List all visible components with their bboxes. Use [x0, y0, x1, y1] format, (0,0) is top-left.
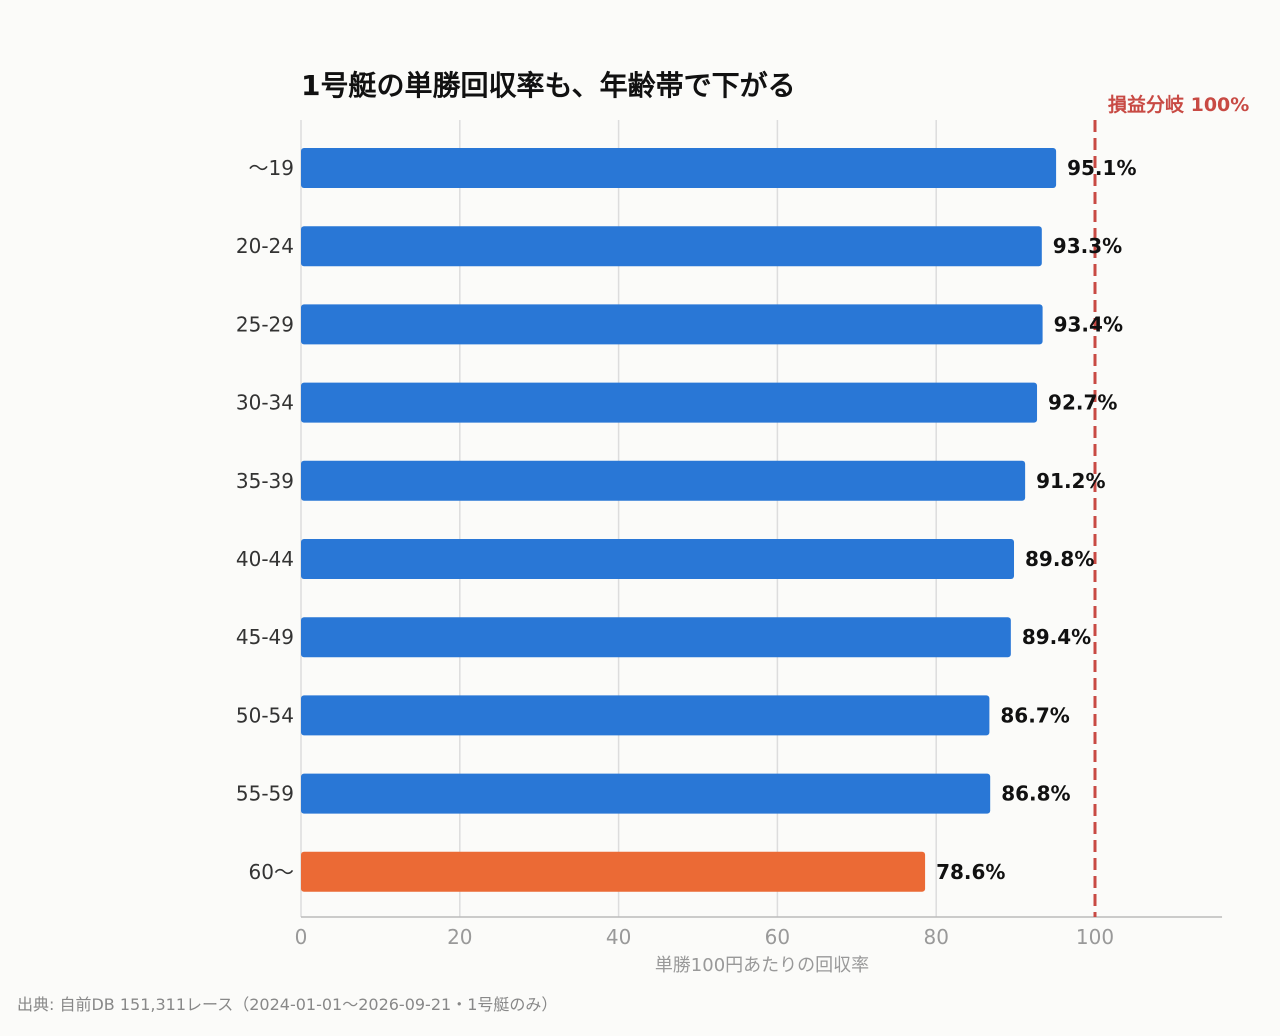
bar [301, 695, 990, 736]
bar [301, 773, 991, 814]
value-label: 89.4% [1022, 625, 1091, 649]
x-tick-label: 60 [765, 925, 790, 949]
category-label: 45-49 [236, 625, 294, 649]
bar [301, 460, 1026, 501]
bar [301, 539, 1015, 579]
category-label: 25-29 [236, 312, 294, 336]
bars [301, 148, 1057, 892]
x-tick-label: 40 [606, 925, 631, 949]
category-label: 〜19 [249, 156, 294, 180]
x-tick-label: 0 [295, 925, 308, 949]
bar [301, 617, 1011, 658]
x-tick-label: 20 [447, 925, 472, 949]
x-tick-label: 100 [1076, 925, 1114, 949]
category-label: 55-59 [236, 782, 294, 806]
value-labels: 95.1% 93.3% 93.4% 92.7% 91.2% 89.8% 89.4% 86.7%… [936, 156, 1136, 884]
reference-line-group: 損益分岐 100% [1093, 93, 1249, 917]
value-label: 86.7% [1000, 703, 1069, 727]
reference-line-label: 損益分岐 100% [1108, 93, 1249, 116]
x-tick-labels: 0 20 40 60 80 100 [295, 925, 1114, 949]
source-note: 出典: 自前DB 151,311レース（2024-01-01〜2026-09-2… [17, 995, 557, 1014]
value-label: 93.4% [1054, 312, 1123, 336]
bar [301, 304, 1043, 345]
category-label: 30-34 [236, 391, 294, 415]
category-label: 60〜 [249, 860, 294, 884]
bar [301, 382, 1038, 423]
category-label: 40-44 [236, 547, 294, 571]
bar [301, 148, 1057, 188]
category-label: 50-54 [236, 703, 294, 727]
category-labels: 〜19 20-24 25-29 30-34 35-39 40-44 45-49 50-54 55… [236, 156, 294, 884]
value-label: 89.8% [1025, 547, 1094, 571]
value-label: 91.2% [1036, 469, 1105, 493]
value-label: 93.3% [1053, 234, 1122, 258]
value-label: 86.8% [1001, 782, 1070, 806]
value-label: 78.6% [936, 860, 1005, 884]
x-tick-label: 80 [923, 925, 948, 949]
value-label: 92.7% [1048, 391, 1117, 415]
value-label: 95.1% [1067, 156, 1136, 180]
chart-title: 1号艇の単勝回収率も、年齢帯で下がる [301, 69, 796, 102]
bar [301, 226, 1042, 267]
x-axis-title: 単勝100円あたりの回収率 [655, 955, 869, 976]
category-label: 20-24 [236, 234, 294, 258]
bar [301, 851, 926, 892]
category-label: 35-39 [236, 469, 294, 493]
